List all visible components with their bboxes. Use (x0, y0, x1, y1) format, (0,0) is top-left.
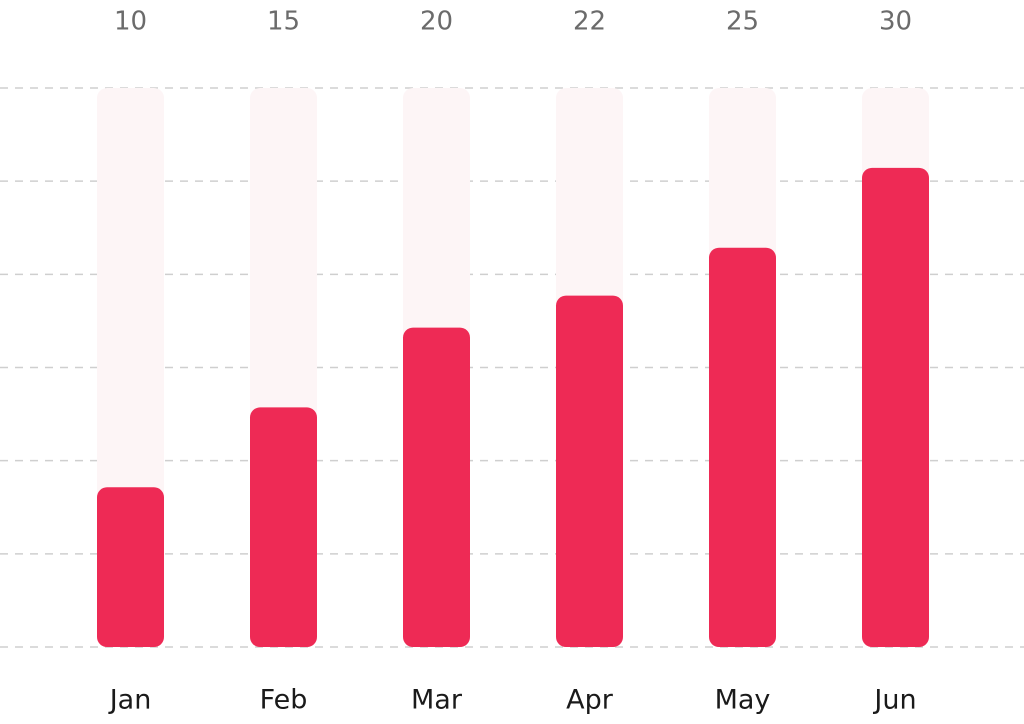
x-tick-label: Jan (108, 685, 152, 716)
bar (97, 487, 164, 647)
bar (556, 295, 623, 647)
x-tick-label: Jun (872, 685, 916, 716)
value-label: 30 (879, 7, 912, 37)
x-tick-label: May (715, 685, 771, 716)
value-label: 10 (114, 7, 147, 37)
x-tick-label: Feb (260, 685, 308, 716)
bar (403, 327, 470, 647)
value-label: 15 (267, 7, 300, 37)
bar (250, 407, 317, 647)
value-label: 22 (573, 7, 606, 37)
bar (862, 167, 929, 647)
x-tick-label: Mar (411, 685, 463, 716)
value-label: 25 (726, 7, 759, 37)
value-label: 20 (420, 7, 453, 37)
bar (709, 247, 776, 647)
x-tick-label: Apr (566, 685, 614, 716)
